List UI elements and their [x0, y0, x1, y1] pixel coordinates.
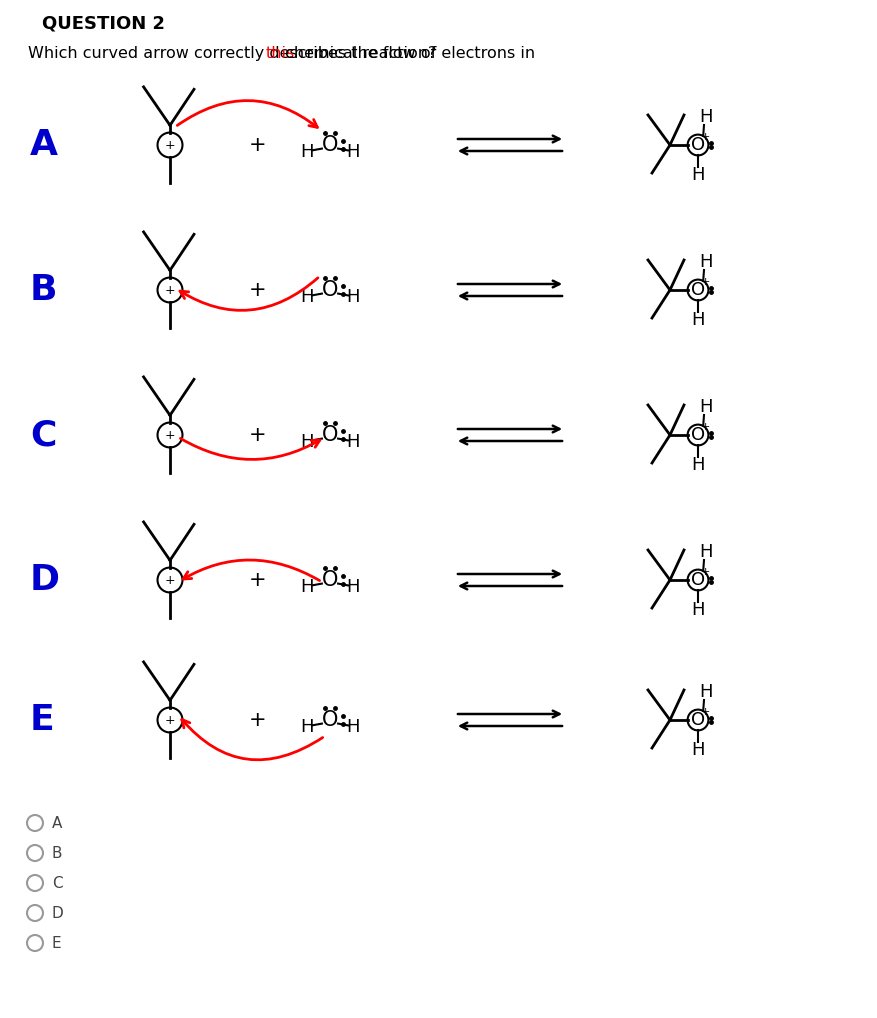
Text: H: H [690, 741, 704, 759]
Text: +: + [165, 714, 175, 727]
Text: E: E [30, 703, 54, 737]
Text: +: + [249, 570, 267, 590]
Text: C: C [52, 875, 62, 891]
Text: +: + [700, 421, 709, 432]
Text: +: + [700, 131, 709, 142]
Text: H: H [346, 144, 360, 161]
Text: H: H [698, 253, 712, 271]
Text: H: H [698, 543, 712, 561]
Text: +: + [165, 429, 175, 442]
Text: O: O [690, 136, 704, 154]
Text: E: E [52, 936, 61, 951]
Text: D: D [30, 563, 60, 597]
Text: H: H [690, 601, 704, 619]
Text: +: + [165, 573, 175, 586]
Text: H: H [346, 288, 360, 306]
Text: this: this [265, 46, 294, 61]
Text: B: B [52, 846, 62, 860]
Text: Which curved arrow correctly describes the flow of electrons in: Which curved arrow correctly describes t… [28, 46, 539, 61]
Text: O: O [322, 570, 338, 590]
Text: +: + [249, 710, 267, 730]
Text: O: O [690, 571, 704, 589]
Text: O: O [690, 711, 704, 729]
Text: H: H [300, 144, 313, 161]
Text: O: O [322, 425, 338, 445]
Text: O: O [322, 710, 338, 730]
Text: C: C [30, 418, 56, 452]
Text: +: + [700, 277, 709, 287]
Text: H: H [300, 434, 313, 451]
Text: H: H [346, 434, 360, 451]
Text: O: O [690, 281, 704, 299]
Text: A: A [30, 128, 58, 162]
Text: O: O [690, 426, 704, 444]
Text: H: H [698, 398, 712, 416]
Text: chemical reaction?: chemical reaction? [280, 46, 436, 61]
Text: H: H [690, 312, 704, 329]
Text: H: H [698, 108, 712, 126]
Text: H: H [346, 578, 360, 597]
Text: H: H [300, 288, 313, 306]
Text: O: O [322, 280, 338, 300]
Text: QUESTION 2: QUESTION 2 [42, 14, 165, 32]
Text: +: + [700, 706, 709, 717]
Text: B: B [30, 273, 57, 307]
Text: H: H [300, 578, 313, 597]
Text: H: H [300, 719, 313, 736]
Text: +: + [249, 425, 267, 445]
Text: +: + [249, 280, 267, 300]
Text: +: + [249, 135, 267, 155]
Text: O: O [322, 135, 338, 155]
Text: H: H [698, 683, 712, 701]
Text: +: + [700, 567, 709, 576]
Text: +: + [165, 283, 175, 296]
Text: +: + [165, 138, 175, 152]
Text: H: H [690, 166, 704, 184]
Text: H: H [690, 456, 704, 474]
Text: A: A [52, 815, 62, 831]
Text: D: D [52, 905, 64, 920]
Text: H: H [346, 719, 360, 736]
